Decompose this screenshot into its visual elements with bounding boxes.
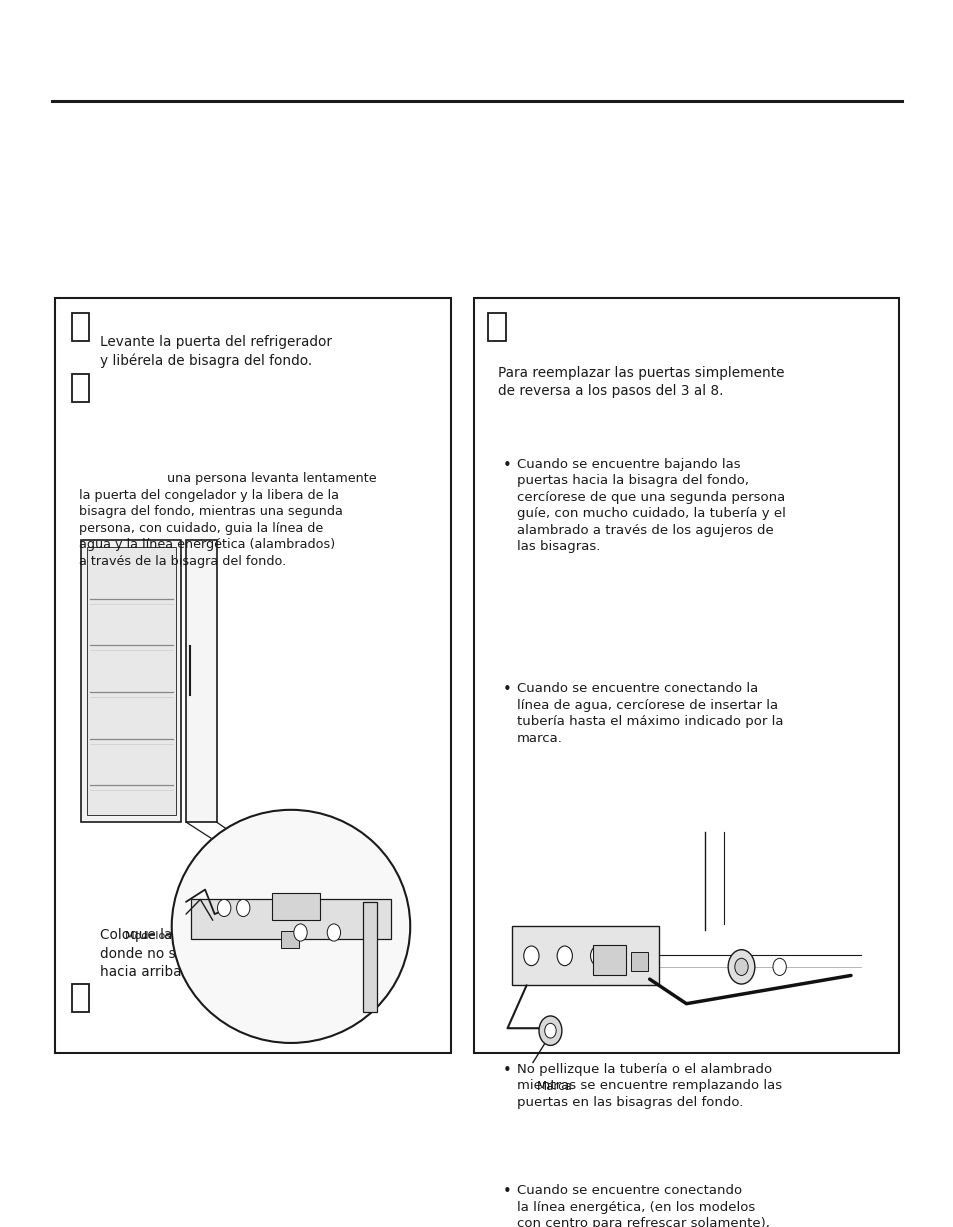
Text: Marca: Marca: [537, 1080, 573, 1093]
Bar: [186, 540, 216, 822]
Bar: [512, 926, 659, 985]
Bar: [87, 547, 175, 815]
Text: Cuando se encuentre bajando las
puertas hacia la bisagra del fondo,
cercíorese d: Cuando se encuentre bajando las puertas …: [517, 458, 785, 553]
Bar: [362, 902, 376, 1012]
Text: •: •: [502, 458, 511, 472]
Circle shape: [590, 946, 605, 966]
Circle shape: [538, 1016, 561, 1045]
Bar: [81, 540, 181, 822]
Circle shape: [557, 946, 572, 966]
Bar: [272, 893, 319, 920]
Circle shape: [236, 899, 250, 917]
Text: Coloque la puerta en una superficie
donde no se ralle con la parte interna
hacia: Coloque la puerta en una superficie dond…: [100, 928, 358, 979]
Bar: [474, 298, 898, 1053]
Text: una persona levanta lentamente
la puerta del congelador y la libera de la
bisagr: una persona levanta lentamente la puerta…: [79, 472, 376, 568]
Circle shape: [734, 958, 747, 975]
Text: •: •: [502, 682, 511, 697]
Text: •: •: [502, 1184, 511, 1199]
Bar: [71, 374, 89, 402]
Text: Cuando se encuentre conectando
la línea energética, (en los modelos
con centro p: Cuando se encuentre conectando la línea …: [517, 1184, 769, 1227]
Bar: [631, 952, 648, 971]
Bar: [281, 931, 298, 948]
Bar: [55, 298, 451, 1053]
Circle shape: [294, 924, 307, 941]
Text: No pellizque la tubería o el alambrado
mientras se encuentre remplazando las
pue: No pellizque la tubería o el alambrado m…: [517, 1063, 781, 1108]
Circle shape: [523, 946, 538, 966]
Bar: [593, 945, 626, 975]
Circle shape: [727, 950, 754, 984]
Text: Modelos con Centro para Refrescar solamente: Modelos con Centro para Refrescar solame…: [125, 931, 381, 941]
Circle shape: [217, 899, 231, 917]
Text: •: •: [502, 1063, 511, 1077]
Bar: [488, 313, 505, 341]
Bar: [191, 899, 391, 939]
Bar: [71, 313, 89, 341]
Text: Cuando se encuentre conectando la
línea de agua, cercíorese de insertar la
tuber: Cuando se encuentre conectando la línea …: [517, 682, 782, 745]
Text: Levante la puerta del refrigerador
y libérela de bisagra del fondo.: Levante la puerta del refrigerador y lib…: [100, 335, 332, 368]
Text: Para reemplazar las puertas simplemente
de reversa a los pasos del 3 al 8.: Para reemplazar las puertas simplemente …: [497, 366, 783, 398]
Bar: [71, 984, 89, 1012]
Circle shape: [327, 924, 340, 941]
Bar: [502, 832, 869, 1040]
Circle shape: [772, 958, 785, 975]
Ellipse shape: [172, 810, 410, 1043]
Circle shape: [544, 1023, 556, 1038]
